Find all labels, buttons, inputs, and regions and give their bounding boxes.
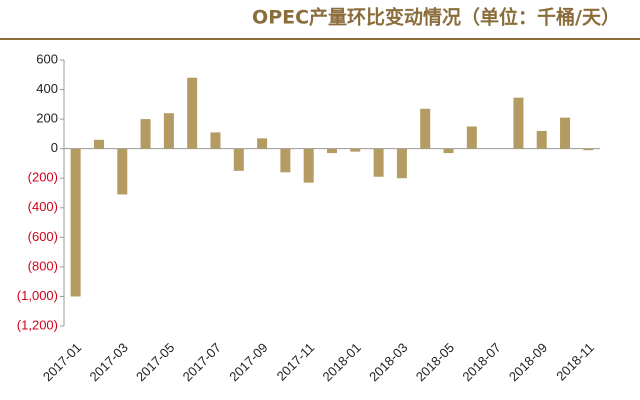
bar (327, 148, 337, 154)
x-tick-label: 2018-03 (366, 340, 410, 384)
bar (187, 77, 198, 149)
bar (513, 97, 524, 149)
x-tick-label: 2018-11 (553, 340, 597, 384)
bar (93, 139, 104, 149)
bar (303, 148, 314, 183)
bar (280, 148, 291, 173)
y-tick-label: 0 (51, 140, 58, 155)
bar (70, 148, 81, 297)
bar (163, 113, 174, 149)
y-tick-label: (1,000) (17, 288, 58, 303)
bar (373, 148, 384, 177)
x-tick-label: 2017-07 (180, 340, 224, 384)
y-tick-label: 200 (36, 111, 58, 126)
bar (466, 126, 477, 149)
y-tick-label: (600) (28, 229, 58, 244)
bar (443, 148, 454, 154)
bar (350, 148, 361, 152)
x-tick-label: 2017-05 (133, 340, 177, 384)
bar (257, 138, 268, 149)
bar (140, 119, 151, 149)
bar (560, 117, 571, 149)
x-tick-label: 2017-03 (86, 340, 130, 384)
x-tick-label: 2018-05 (413, 340, 457, 384)
bar (420, 108, 431, 149)
bar (536, 130, 547, 149)
bar (396, 148, 407, 179)
bar (210, 132, 221, 149)
y-tick-label: (400) (28, 199, 58, 214)
bar (583, 148, 594, 151)
x-tick-label: 2017-09 (226, 340, 270, 384)
x-tick-label: 2017-11 (274, 340, 318, 384)
y-tick-label: 400 (36, 81, 58, 96)
x-tick-label: 2018-07 (459, 340, 503, 384)
y-tick-label: (800) (28, 258, 58, 273)
y-tick-label: (1,200) (17, 317, 58, 332)
bar (117, 148, 128, 195)
y-tick-label: 600 (36, 51, 58, 66)
chart-title: OPEC产量环比变动情况（单位：千桶/天） (252, 6, 620, 29)
x-tick-label: 2018-09 (506, 340, 550, 384)
x-tick-label: 2018-01 (320, 340, 364, 384)
bar (233, 148, 244, 171)
y-tick-label: (200) (28, 170, 58, 185)
x-tick-label: 2017-01 (40, 340, 84, 384)
